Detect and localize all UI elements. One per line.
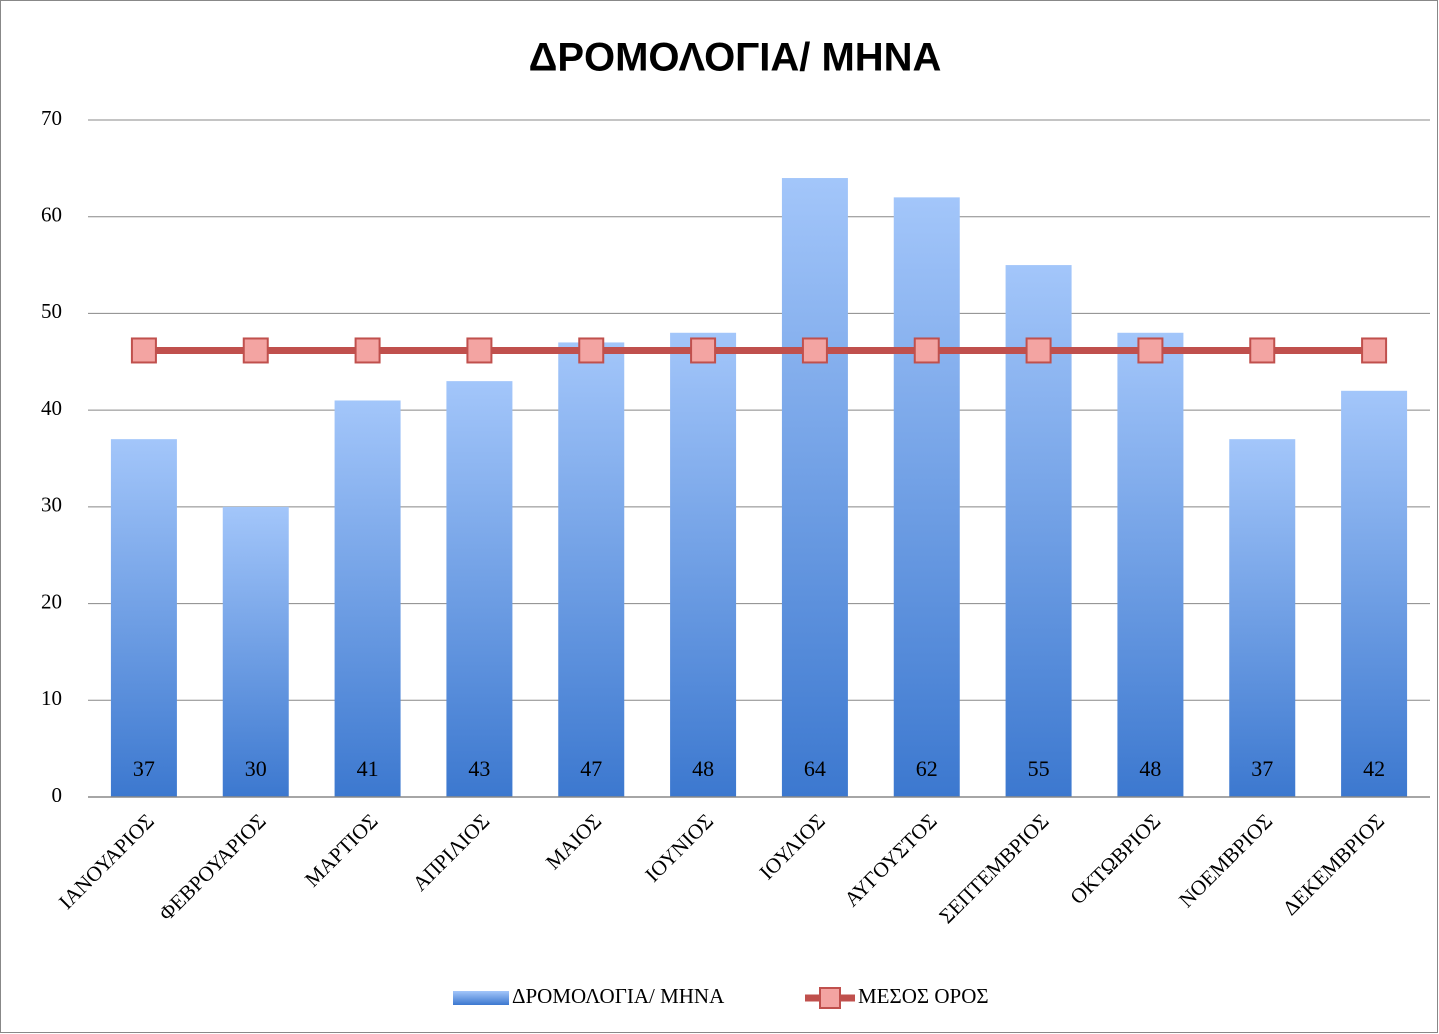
line-marker bbox=[242, 337, 269, 364]
data-label: 43 bbox=[468, 756, 490, 781]
y-tick-label: 70 bbox=[41, 106, 62, 130]
data-label: 37 bbox=[133, 756, 155, 781]
line-marker bbox=[1361, 337, 1388, 364]
chart-title: ΔΡΟΜΟΛΟΓΙΑ/ ΜΗΝΑ bbox=[529, 36, 942, 80]
data-label: 64 bbox=[804, 756, 826, 781]
bar bbox=[781, 178, 848, 797]
y-tick-label: 30 bbox=[41, 493, 62, 517]
line-marker bbox=[354, 337, 381, 364]
bar bbox=[1341, 390, 1408, 797]
legend-marker bbox=[819, 987, 841, 1009]
line-marker bbox=[578, 337, 605, 364]
line-marker bbox=[801, 337, 828, 364]
data-label: 30 bbox=[245, 756, 267, 781]
line-marker bbox=[1137, 337, 1164, 364]
line-marker bbox=[1249, 337, 1276, 364]
data-label: 48 bbox=[1139, 756, 1161, 781]
y-tick-label: 50 bbox=[41, 299, 62, 323]
y-tick-label: 10 bbox=[41, 686, 62, 710]
y-tick-label: 40 bbox=[41, 396, 62, 420]
bar bbox=[893, 197, 960, 797]
line-marker bbox=[466, 337, 493, 364]
data-label: 41 bbox=[357, 756, 379, 781]
bar bbox=[222, 506, 289, 797]
bar bbox=[1117, 332, 1184, 797]
data-label: 47 bbox=[580, 756, 602, 781]
bar bbox=[558, 342, 625, 797]
line-marker bbox=[1025, 337, 1052, 364]
data-label: 37 bbox=[1251, 756, 1273, 781]
y-tick-label: 0 bbox=[52, 783, 63, 807]
bar bbox=[670, 332, 737, 797]
line-marker bbox=[690, 337, 717, 364]
legend-label: ΜΕΣΟΣ ΟΡΟΣ bbox=[858, 984, 989, 1008]
legend-label: ΔΡΟΜΟΛΟΓΙΑ/ ΜΗΝΑ bbox=[512, 984, 725, 1008]
bar bbox=[1229, 439, 1296, 797]
line-marker bbox=[130, 337, 157, 364]
bar bbox=[446, 381, 513, 797]
line-marker bbox=[913, 337, 940, 364]
bar bbox=[334, 400, 401, 797]
data-label: 62 bbox=[916, 756, 938, 781]
data-label: 55 bbox=[1028, 756, 1050, 781]
y-tick-label: 20 bbox=[41, 589, 62, 613]
data-label: 48 bbox=[692, 756, 714, 781]
bar bbox=[110, 439, 177, 797]
data-label: 42 bbox=[1363, 756, 1385, 781]
legend-swatch bbox=[453, 991, 509, 1005]
y-tick-label: 60 bbox=[41, 203, 62, 227]
